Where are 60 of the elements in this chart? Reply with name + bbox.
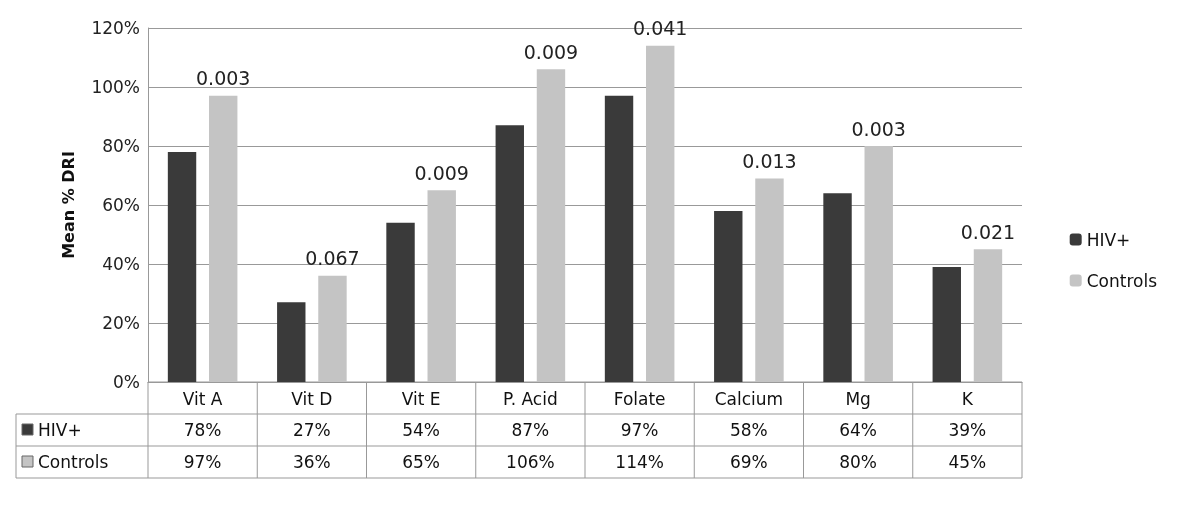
x-tick-label: Mg [845,388,871,409]
y-tick-label: 80% [102,136,140,156]
annotation: 0.003 [196,67,251,90]
data-label: 80% [839,452,878,472]
data-label: 65% [402,452,441,472]
y-tick-label: 40% [102,254,140,274]
data-label: 69% [729,452,768,472]
data-label: 39% [948,420,987,440]
legend-label: Controls [1086,270,1158,291]
bar [646,45,675,382]
bar [536,69,566,382]
bar [495,125,524,382]
data-label: 87% [511,420,550,440]
bar [604,95,634,382]
y-tick-label: 120% [91,18,140,38]
data-label: 97% [183,452,222,472]
annotation: 0.009 [523,40,579,63]
y-tick-label: 20% [102,313,140,333]
data-label: 106% [506,452,555,472]
bar [277,302,306,382]
bar [386,222,415,382]
x-tick-label: P. Acid [503,388,558,409]
legend-label: HIV+ [38,420,82,440]
bar [823,193,852,382]
bar [932,266,961,382]
data-label: 27% [292,420,331,440]
data-label: 45% [948,452,987,472]
bar [864,146,893,382]
bar [755,178,784,382]
data-label: 36% [292,452,331,472]
y-tick-label: 0% [113,372,140,392]
bar [714,210,743,382]
y-tick-label: 60% [102,195,140,215]
bar [973,249,1003,382]
x-tick-label: Folate [613,388,666,409]
data-label: 114% [615,452,664,472]
text: HIV+ [1086,229,1131,250]
x-tick-label: Vit D [291,388,333,409]
y-tick-label: 100% [91,77,140,97]
bar [209,95,238,382]
bar [167,151,197,382]
annotation: 0.013 [742,149,797,172]
text: Controls [38,452,109,472]
annotation: 0.009 [414,161,469,184]
x-tick-label: Calcium [714,388,784,409]
annotation: 0.003 [851,117,906,140]
x-tick-label: Vit A [182,388,223,409]
x-tick-label: K [961,388,974,409]
annotation: 0.021 [960,220,1016,243]
annotation: 0.041 [633,17,688,40]
data-label: 78% [183,420,222,440]
x-tick-label: Vit E [401,388,441,409]
annotation: 0.067 [305,247,360,270]
data-label: 58% [729,420,768,440]
data-label: 64% [839,420,878,440]
bar [427,190,456,382]
data-label: 54% [402,420,441,440]
y-axis-title: Mean % DRI [58,151,78,259]
bar [318,275,347,382]
data-label: 97% [620,420,659,440]
